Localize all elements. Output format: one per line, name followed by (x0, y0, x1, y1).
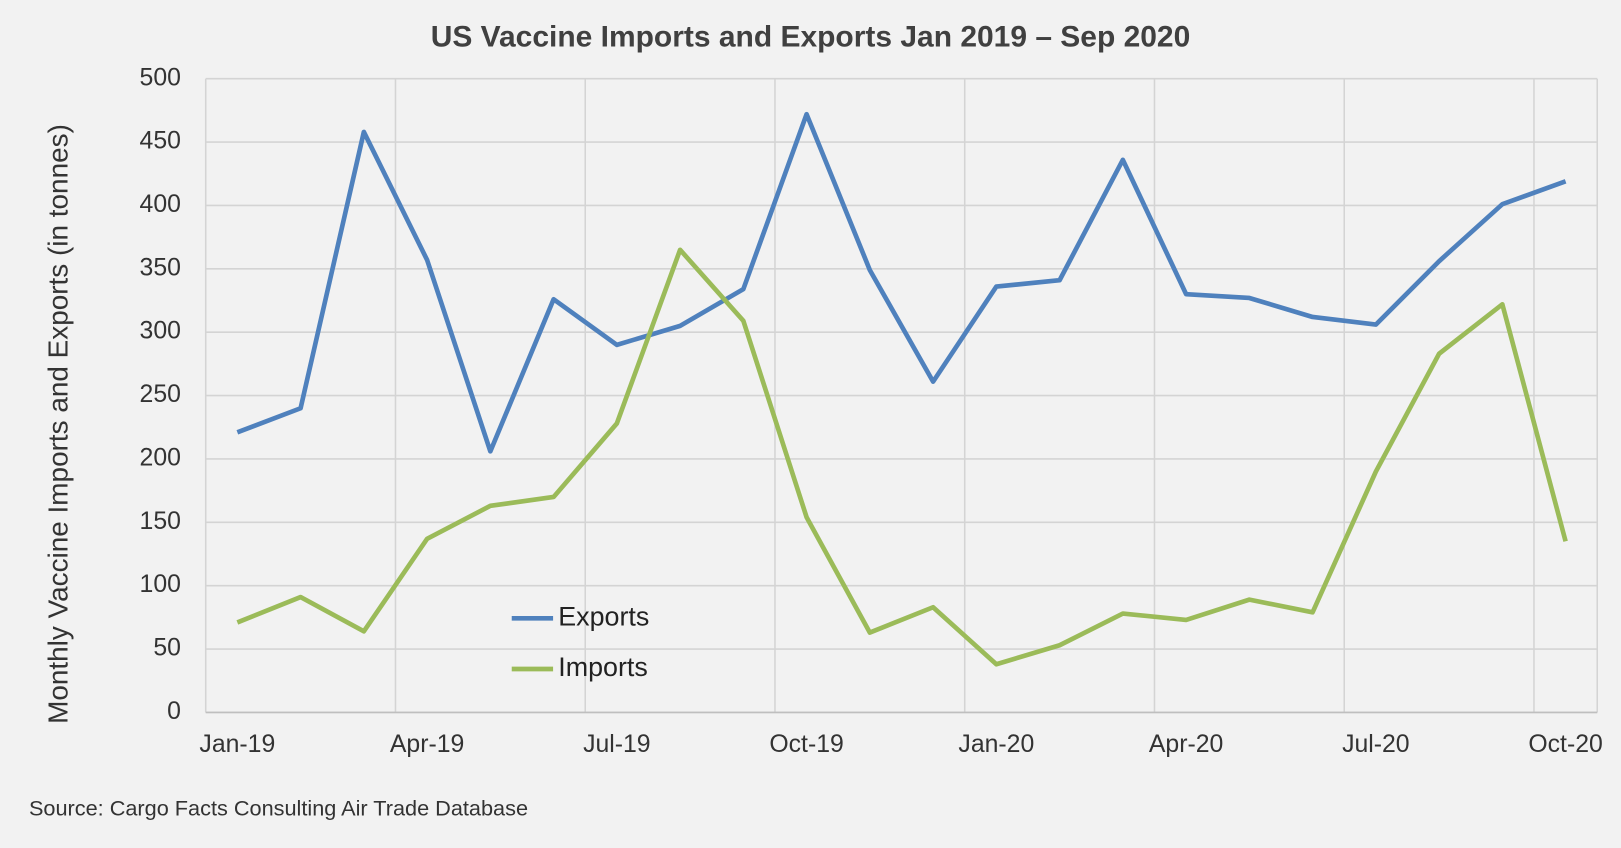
x-tick-label: Apr-19 (390, 731, 464, 758)
y-axis-label: Monthly Vaccine Imports and Exports (in … (42, 124, 73, 724)
y-tick-label: 250 (140, 381, 181, 408)
legend-label: Imports (558, 652, 648, 682)
series-line (236, 247, 1568, 667)
y-tick-label: 0 (167, 698, 181, 725)
x-tick-label: Jan-20 (958, 731, 1034, 758)
y-tick-label: 350 (140, 254, 181, 281)
y-tick-label: 400 (140, 191, 181, 218)
x-tick-label: Jul-19 (583, 731, 651, 758)
series-line (236, 111, 1567, 454)
x-tick-label: Jul-20 (1342, 731, 1410, 758)
y-tick-label: 450 (140, 128, 181, 155)
y-tick-label: 150 (140, 508, 181, 535)
chart-title: US Vaccine Imports and Exports Jan 2019 … (431, 20, 1191, 53)
grid (204, 77, 1598, 714)
y-tick-label: 100 (140, 571, 181, 598)
x-tick-label: Apr-20 (1149, 731, 1223, 758)
y-tick-label: 500 (140, 64, 181, 91)
source-note: Source: Cargo Facts Consulting Air Trade… (29, 795, 528, 820)
y-tick-label: 300 (140, 318, 181, 345)
y-tick-label: 50 (153, 635, 181, 662)
x-tick-label: Jan-19 (199, 731, 275, 758)
x-tick-label: Oct-20 (1528, 731, 1602, 758)
x-tick-label: Oct-19 (769, 731, 843, 758)
y-tick-label: 200 (140, 444, 181, 471)
plot (236, 111, 1568, 667)
legend-label: Exports (558, 601, 649, 631)
